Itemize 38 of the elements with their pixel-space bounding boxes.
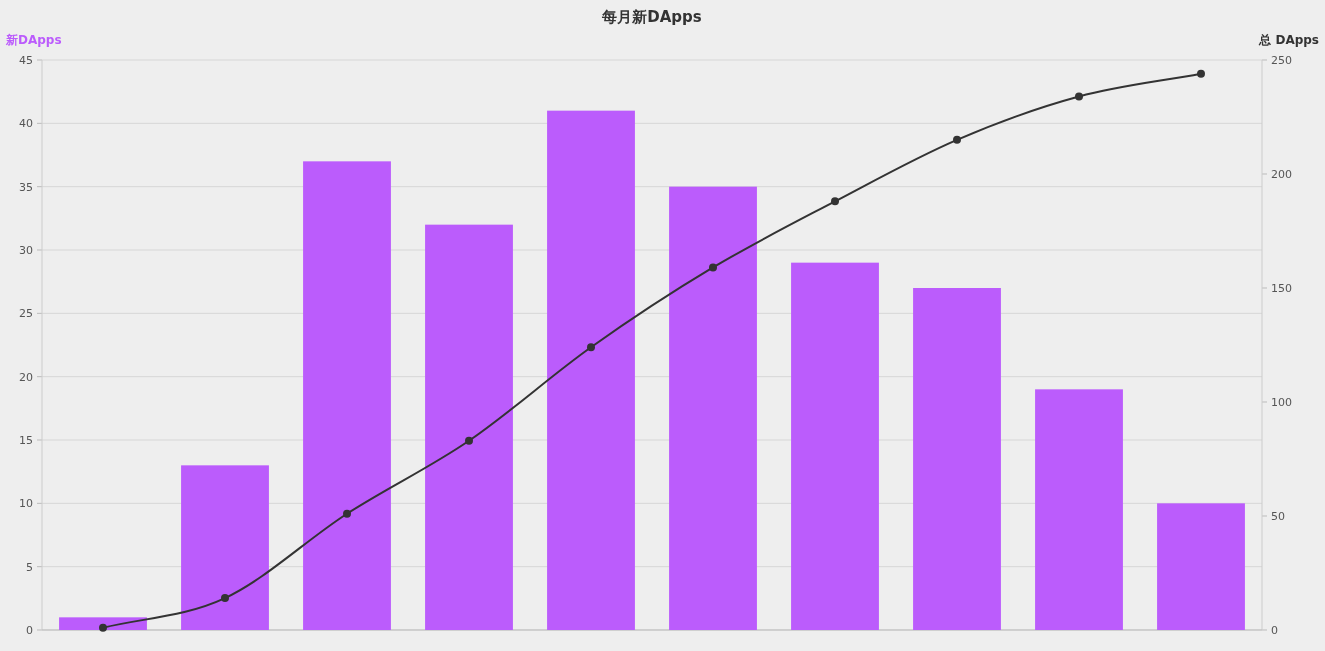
chart-title: 每月新DApps bbox=[601, 8, 702, 26]
bar bbox=[425, 224, 513, 630]
y2-axis-title: 总 DApps bbox=[1258, 33, 1319, 47]
bar bbox=[669, 186, 757, 630]
y-tick-label: 20 bbox=[19, 370, 33, 384]
y-tick-label: 40 bbox=[19, 117, 33, 131]
bar bbox=[913, 288, 1001, 630]
bar bbox=[303, 161, 391, 630]
y-tick-label: 45 bbox=[19, 54, 33, 67]
y-tick-label: 25 bbox=[19, 307, 33, 321]
y2-tick-label: 100 bbox=[1271, 396, 1292, 409]
y2-tick-label: 50 bbox=[1271, 510, 1285, 523]
point bbox=[1197, 69, 1205, 78]
y-axis-title: 新DApps bbox=[5, 33, 62, 47]
y-tick-label: 35 bbox=[19, 180, 33, 194]
point bbox=[709, 263, 717, 272]
point bbox=[953, 135, 961, 144]
y2-tick-label: 150 bbox=[1271, 282, 1292, 295]
bar bbox=[547, 110, 635, 630]
bar bbox=[1157, 503, 1245, 630]
bar bbox=[791, 262, 879, 630]
point bbox=[221, 594, 229, 603]
y-tick-label: 15 bbox=[19, 434, 33, 447]
y2-tick-label: 250 bbox=[1271, 54, 1292, 67]
point bbox=[587, 343, 595, 352]
y-tick-label: 0 bbox=[26, 624, 33, 637]
bar bbox=[1035, 389, 1123, 630]
point bbox=[831, 197, 839, 206]
y2-tick-label: 0 bbox=[1271, 624, 1278, 637]
y2-tick-label: 200 bbox=[1271, 168, 1292, 181]
point bbox=[465, 436, 473, 445]
bar bbox=[181, 465, 269, 630]
point bbox=[1075, 92, 1083, 101]
point bbox=[99, 623, 107, 632]
y-tick-label: 10 bbox=[19, 497, 33, 511]
y-tick-label: 5 bbox=[26, 560, 33, 574]
y-tick-label: 30 bbox=[19, 244, 33, 257]
point bbox=[343, 509, 351, 518]
